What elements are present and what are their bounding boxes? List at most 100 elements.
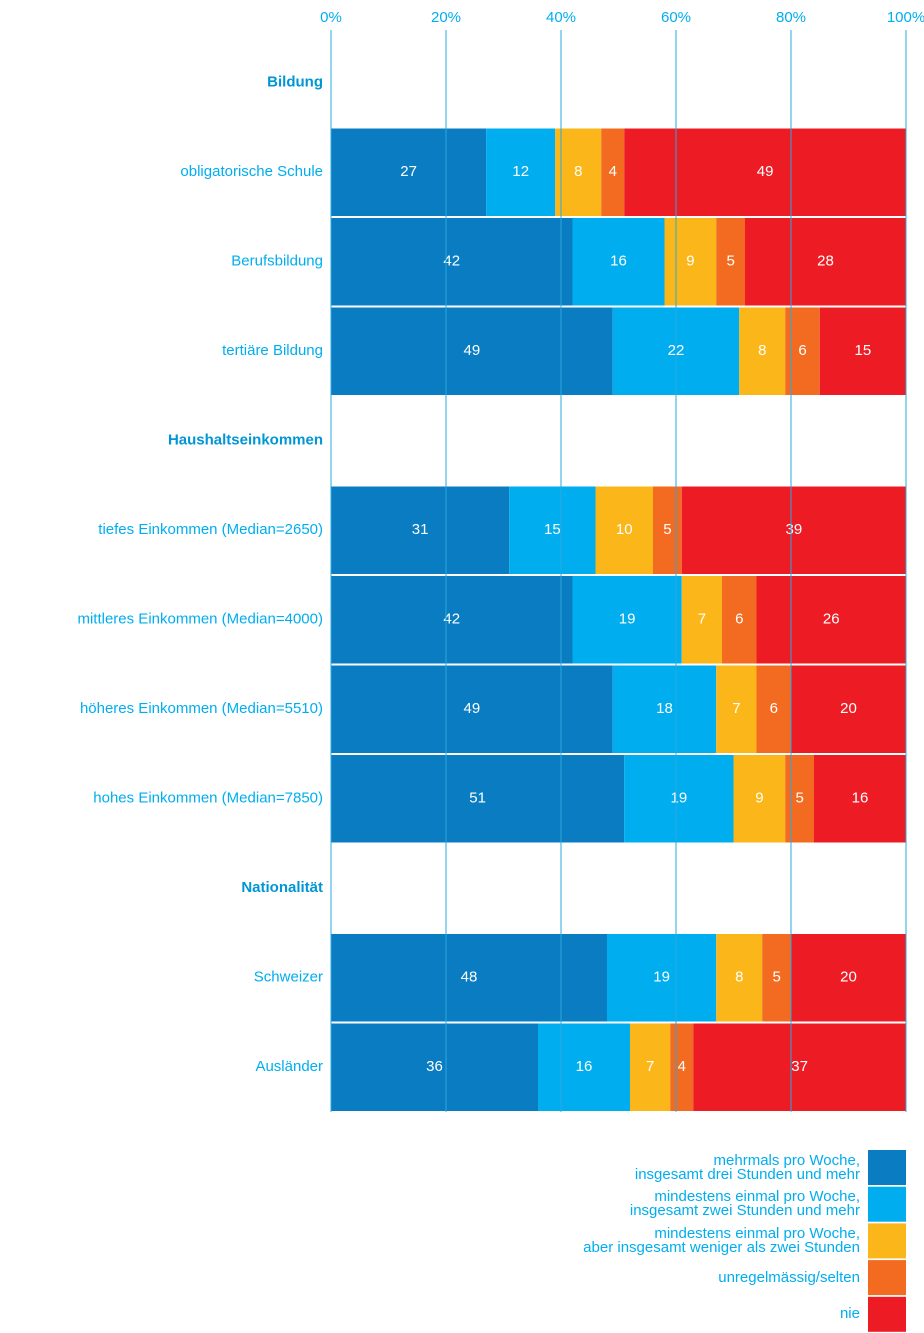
- bar-segment: [331, 665, 613, 753]
- value-label: 39: [786, 521, 803, 538]
- legend-swatch: [868, 1260, 906, 1296]
- bar-segment: [693, 1023, 906, 1111]
- value-label: 51: [469, 790, 486, 807]
- legend-label: mehrmals pro Woche, insgesamt drei Stund…: [634, 1151, 860, 1183]
- bar-segment: [331, 218, 573, 306]
- bar-segment: [624, 128, 906, 216]
- value-label: 49: [464, 342, 481, 359]
- x-tick-label: 20%: [431, 9, 461, 26]
- value-label: 27: [400, 163, 417, 180]
- value-label: 6: [798, 342, 806, 359]
- value-label: 16: [610, 253, 627, 270]
- value-label: 8: [735, 969, 743, 986]
- bar-segment: [601, 128, 625, 216]
- bar-segment: [762, 934, 791, 1022]
- bar-segment: [745, 218, 906, 306]
- legend-swatch: [868, 1223, 906, 1259]
- value-label: 12: [512, 163, 529, 180]
- bar-segment: [331, 576, 573, 664]
- value-label: 15: [855, 342, 872, 359]
- value-label: 19: [619, 611, 636, 628]
- value-label: 15: [544, 521, 561, 538]
- legend-label: unregelmässig/selten: [718, 1268, 860, 1286]
- bar-segment: [331, 307, 613, 395]
- value-label: 4: [609, 163, 617, 180]
- x-tick-label: 60%: [661, 9, 691, 26]
- bar-segment: [733, 755, 786, 843]
- legend-label: nie: [839, 1305, 860, 1323]
- bar-segment: [722, 576, 757, 664]
- value-label: 28: [817, 253, 834, 270]
- bar-segment: [572, 218, 665, 306]
- value-label: 20: [840, 700, 857, 717]
- bar-segment: [630, 1023, 671, 1111]
- value-label: 36: [426, 1058, 443, 1075]
- category-label: höheres Einkommen (Median=5510): [80, 700, 323, 717]
- legend-swatch: [868, 1296, 906, 1332]
- bar-segment: [664, 218, 717, 306]
- value-label: 6: [735, 611, 743, 628]
- bar-segment: [681, 486, 906, 574]
- legend-swatch: [868, 1186, 906, 1222]
- bar-segment: [819, 307, 906, 395]
- category-label: Berufsbildung: [231, 253, 323, 270]
- x-tick-label: 80%: [776, 9, 806, 26]
- bar-segment: [653, 486, 682, 574]
- legend-label: mindestens einmal pro Woche, aber insges…: [583, 1224, 860, 1256]
- value-label: 20: [840, 969, 857, 986]
- value-label: 49: [464, 700, 481, 717]
- value-label: 8: [758, 342, 766, 359]
- bar-segment: [331, 755, 625, 843]
- value-label: 26: [823, 611, 840, 628]
- value-label: 4: [678, 1058, 686, 1075]
- category-label: obligatorische Schule: [180, 163, 323, 180]
- bar-segment: [681, 576, 722, 664]
- category-label: tiefes Einkommen (Median=2650): [98, 521, 323, 538]
- value-label: 10: [616, 521, 633, 538]
- category-label: mittleres Einkommen (Median=4000): [77, 611, 323, 628]
- bar-segment: [814, 755, 906, 843]
- value-label: 18: [656, 700, 673, 717]
- bar-segment: [486, 128, 556, 216]
- x-tick-label: 100%: [887, 9, 924, 26]
- value-label: 19: [653, 969, 670, 986]
- value-label: 48: [461, 969, 478, 986]
- bar-segment: [716, 665, 757, 753]
- x-tick-label: 40%: [546, 9, 576, 26]
- value-label: 7: [646, 1058, 654, 1075]
- bar-segment: [624, 755, 734, 843]
- bar-segment: [331, 128, 487, 216]
- bar-segment: [791, 934, 906, 1022]
- bar-segment: [785, 755, 814, 843]
- value-label: 9: [755, 790, 763, 807]
- bar-segment: [716, 218, 745, 306]
- bar-segment: [555, 128, 602, 216]
- group-header: Nationalität: [241, 879, 323, 896]
- legend-swatch: [868, 1150, 906, 1185]
- value-label: 5: [772, 969, 780, 986]
- legend-label: mindestens einmal pro Woche, insgesamt z…: [629, 1188, 860, 1220]
- value-label: 49: [757, 163, 774, 180]
- value-label: 5: [795, 790, 803, 807]
- value-label: 7: [698, 611, 706, 628]
- value-label: 42: [443, 253, 460, 270]
- bar-segment: [756, 576, 906, 664]
- value-label: 8: [574, 163, 582, 180]
- value-label: 5: [663, 521, 671, 538]
- value-label: 31: [412, 521, 429, 538]
- category-label: Schweizer: [254, 969, 323, 986]
- value-label: 9: [686, 253, 694, 270]
- category-label: hohes Einkommen (Median=7850): [93, 790, 323, 807]
- value-label: 16: [576, 1058, 593, 1075]
- value-label: 6: [770, 700, 778, 717]
- value-label: 37: [791, 1058, 808, 1075]
- value-label: 42: [443, 611, 460, 628]
- x-tick-label: 0%: [320, 9, 342, 26]
- bar-segment: [572, 576, 682, 664]
- bar-segment: [538, 1023, 630, 1111]
- category-label: Ausländer: [255, 1058, 323, 1075]
- category-label: tertiäre Bildung: [222, 342, 323, 359]
- bar-segment: [756, 665, 791, 753]
